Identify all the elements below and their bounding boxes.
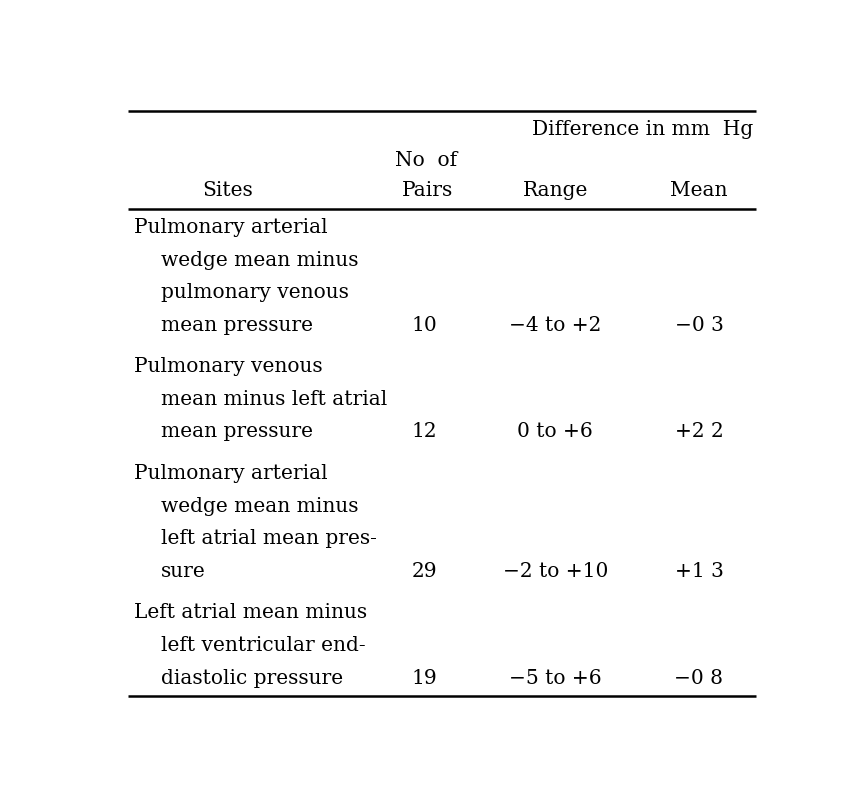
Text: −0 3: −0 3 xyxy=(674,316,722,335)
Text: Pulmonary arterial: Pulmonary arterial xyxy=(134,464,328,483)
Text: +2 2: +2 2 xyxy=(674,422,722,442)
Text: diastolic pressure: diastolic pressure xyxy=(161,669,343,688)
Text: mean minus left atrial: mean minus left atrial xyxy=(161,390,387,409)
Text: Pairs: Pairs xyxy=(401,181,452,200)
Text: −0 8: −0 8 xyxy=(673,669,722,688)
Text: Mean: Mean xyxy=(670,181,727,200)
Text: left ventricular end-: left ventricular end- xyxy=(161,636,365,655)
Text: mean pressure: mean pressure xyxy=(161,316,313,335)
Text: 19: 19 xyxy=(412,669,437,688)
Text: mean pressure: mean pressure xyxy=(161,422,313,442)
Text: −4 to +2: −4 to +2 xyxy=(509,316,601,335)
Text: Pulmonary arterial: Pulmonary arterial xyxy=(134,218,328,237)
Text: Sites: Sites xyxy=(202,181,253,200)
Text: 10: 10 xyxy=(412,316,437,335)
Text: sure: sure xyxy=(161,562,206,581)
Text: −5 to +6: −5 to +6 xyxy=(509,669,601,688)
Text: 0 to +6: 0 to +6 xyxy=(517,422,592,442)
Text: wedge mean minus: wedge mean minus xyxy=(161,497,358,516)
Text: No  of: No of xyxy=(394,151,456,170)
Text: 12: 12 xyxy=(412,422,437,442)
Text: Range: Range xyxy=(522,181,587,200)
Text: Difference in mm  Hg: Difference in mm Hg xyxy=(531,120,753,139)
Text: +1 3: +1 3 xyxy=(674,562,722,581)
Text: left atrial mean pres-: left atrial mean pres- xyxy=(161,529,376,548)
Text: −2 to +10: −2 to +10 xyxy=(502,562,607,581)
Text: wedge mean minus: wedge mean minus xyxy=(161,250,358,269)
Text: pulmonary venous: pulmonary venous xyxy=(161,283,349,302)
Text: 29: 29 xyxy=(412,562,437,581)
Text: Pulmonary venous: Pulmonary venous xyxy=(134,357,323,376)
Text: Left atrial mean minus: Left atrial mean minus xyxy=(134,603,367,622)
